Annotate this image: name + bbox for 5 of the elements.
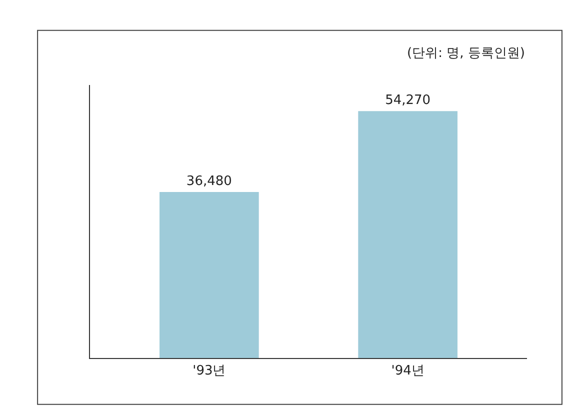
data-label: 54,270 <box>385 93 431 108</box>
data-label: 36,480 <box>186 174 232 190</box>
x-tick-label: '94년 <box>391 364 424 379</box>
text: (단위: 명, 등록인원) <box>407 46 525 61</box>
x-tick-label: '93년 <box>192 364 226 379</box>
